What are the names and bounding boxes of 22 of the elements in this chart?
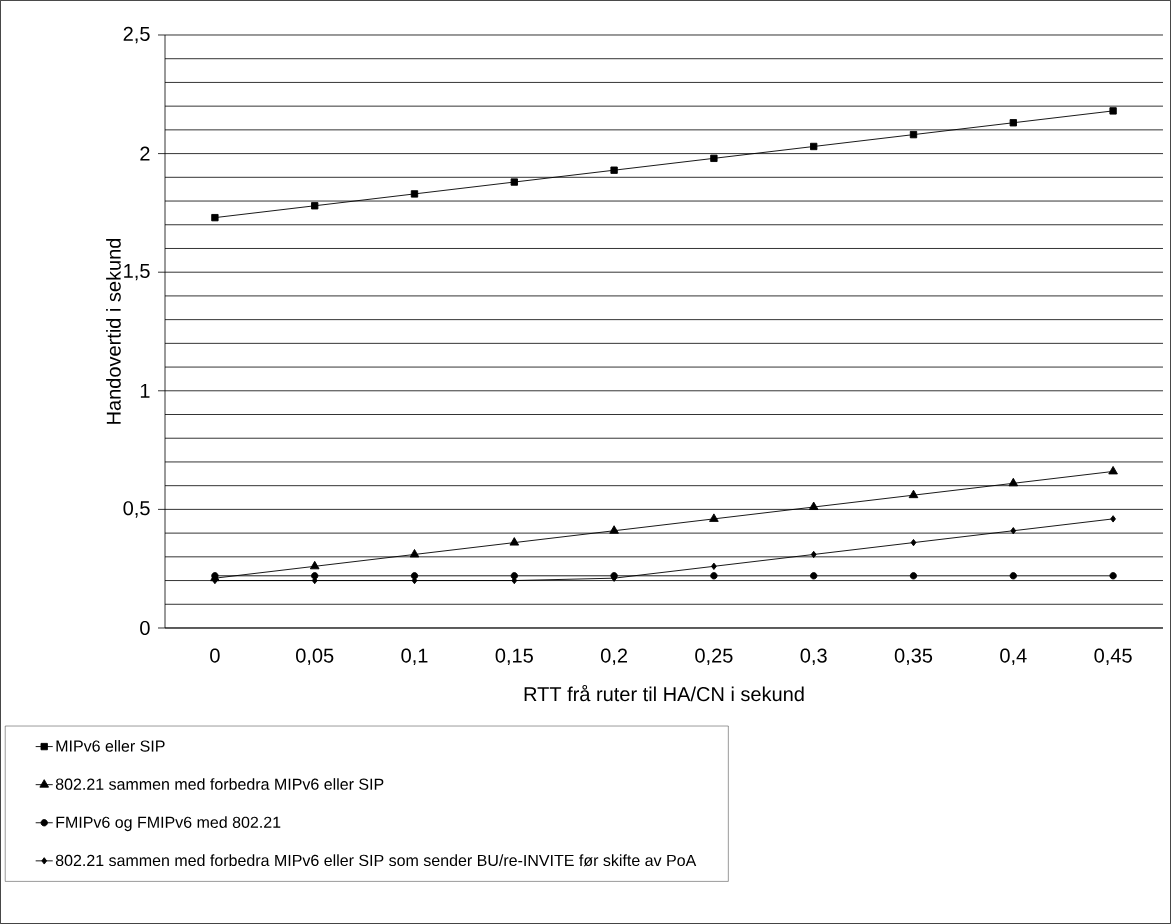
y-tick-label: 0,5: [123, 501, 150, 518]
x-tick-label: 0,05: [296, 648, 334, 666]
x-tick-label: 0,2: [600, 648, 627, 666]
legend-label: MIPv6 eller SIP: [56, 740, 165, 752]
x-tick-label: 0,25: [695, 648, 733, 666]
y-tick-label: 2,5: [123, 26, 150, 44]
y-tick-label: 1,5: [124, 264, 150, 281]
y-tick-label: 2: [140, 146, 150, 161]
x-tick-label: 0,15: [495, 648, 533, 666]
y-axis-title: Handovertid i sekund: [106, 238, 121, 424]
x-tick-label: 0: [210, 648, 220, 663]
x-tick-label: 0,1: [401, 648, 428, 666]
x-tick-label: 0,3: [800, 648, 827, 666]
legend-label: FMIPv6 og FMIPv6 med 802.21: [56, 816, 281, 832]
y-tick-label: 1: [140, 383, 150, 398]
y-tick-label: 0: [140, 620, 150, 636]
legend-label: 802.21 sammen med forbedra MIPv6 eller SIP som sender BU/re-INVITE før skifte av PoA: [55, 854, 697, 867]
x-axis-title: RTT frå ruter til HA/CN i sekund: [524, 684, 804, 702]
x-tick-label: 0,45: [1094, 648, 1132, 666]
legend-label: 802.21 sammen med forbedra MIPv6 eller SIP: [55, 778, 384, 790]
x-tick-label: 0,4: [1000, 648, 1027, 666]
x-tick-label: 0,35: [894, 648, 933, 666]
